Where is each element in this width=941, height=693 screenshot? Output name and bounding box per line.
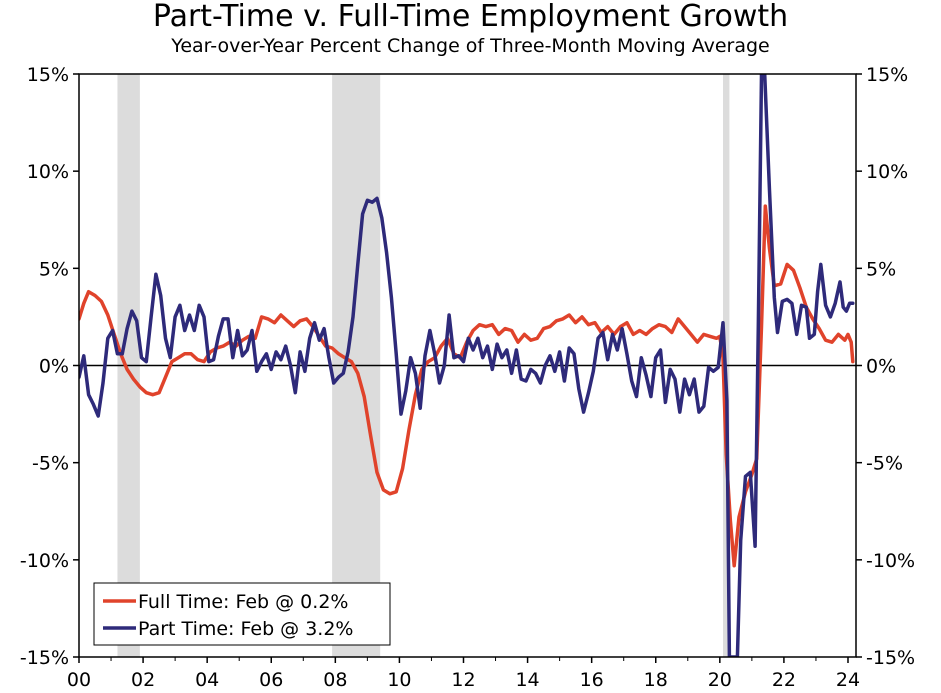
y-tick-label-left: 15%: [27, 64, 69, 86]
y-tick-label-right: 15%: [866, 64, 908, 86]
axes: 15% 15% 10% 10% 5% 5% 0% 0% -5% -5% -10% -10% -15% -1…: [20, 64, 915, 691]
y-tick-label-left: -5%: [32, 453, 69, 475]
x-tick-label: 22: [772, 669, 796, 691]
x-tick-label: 24: [836, 669, 860, 691]
legend: Full Time: Feb @ 0.2% Part Time: Feb @ 3…: [93, 582, 391, 646]
y-tick-label-left: 5%: [39, 258, 69, 280]
y-tick-label-right: -10%: [866, 550, 915, 572]
y-tick-label-right: -5%: [866, 453, 903, 475]
legend-label-full-time: Full Time: Feb @ 0.2%: [138, 591, 348, 613]
y-tick-label-left: 0%: [39, 356, 69, 378]
legend-item-part-time: Part Time: Feb @ 3.2%: [103, 618, 353, 640]
x-tick-label: 06: [259, 669, 283, 691]
x-tick-label: 14: [515, 669, 539, 691]
chart-subtitle: Year-over-Year Percent Change of Three-M…: [171, 35, 770, 57]
y-tick-label-right: 0%: [866, 356, 896, 378]
series-lines: [79, 74, 855, 657]
chart-title: Part-Time v. Full-Time Employment Growth: [152, 0, 789, 34]
y-tick-label-right: -15%: [866, 647, 915, 669]
x-tick-label: 00: [67, 669, 91, 691]
x-tick-label: 02: [131, 669, 155, 691]
legend-item-full-time: Full Time: Feb @ 0.2%: [103, 591, 348, 613]
y-tick-label-left: -15%: [20, 647, 69, 669]
series-line-part-time: [79, 74, 855, 657]
legend-label-part-time: Part Time: Feb @ 3.2%: [138, 618, 353, 640]
x-tick-label: 12: [451, 669, 475, 691]
x-tick-label: 20: [708, 669, 732, 691]
x-tick-label: 10: [387, 669, 411, 691]
y-tick-label-left: -10%: [20, 550, 69, 572]
x-tick-label: 16: [580, 669, 604, 691]
x-tick-label: 04: [195, 669, 219, 691]
y-tick-label-right: 5%: [866, 258, 896, 280]
x-tick-label: 18: [644, 669, 668, 691]
y-tick-label-left: 10%: [27, 161, 69, 183]
y-tick-label-right: 10%: [866, 161, 908, 183]
x-tick-label: 08: [323, 669, 347, 691]
legend-box: [93, 582, 391, 646]
series-line-full-time: [79, 204, 855, 568]
